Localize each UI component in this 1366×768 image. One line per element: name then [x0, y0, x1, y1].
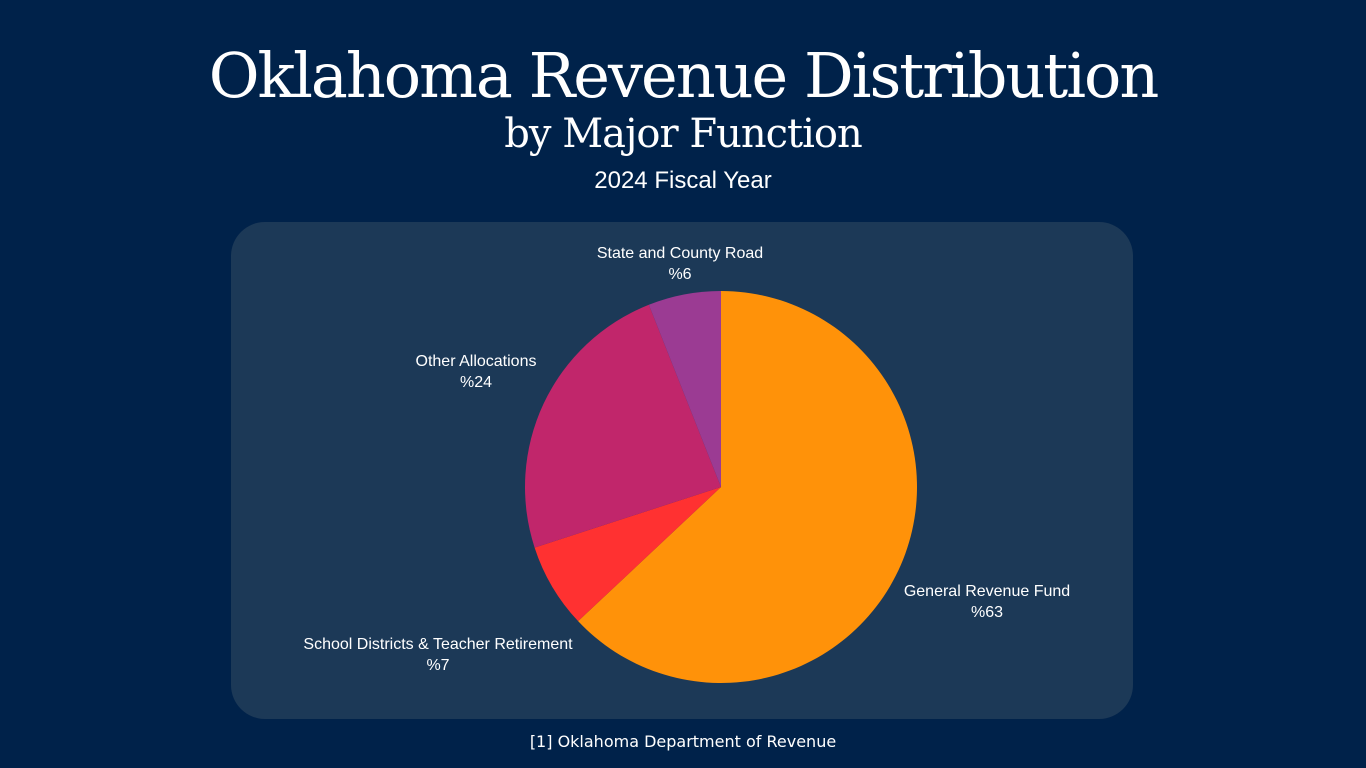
slice-label-value: %7 [426, 657, 450, 674]
slice-label-general-revenue-fund: General Revenue Fund %63 [892, 581, 1082, 623]
slice-label-name: Other Allocations [415, 353, 537, 370]
slice-label-state-county-road: State and County Road %6 [590, 243, 770, 285]
slice-label-name: General Revenue Fund [903, 583, 1071, 600]
slice-label-value: %6 [668, 266, 692, 283]
slice-label-value: %63 [970, 604, 1004, 621]
slice-label-other-allocations: Other Allocations %24 [396, 351, 556, 393]
fiscal-year-label: 2024 Fiscal Year [594, 167, 772, 194]
chart-subtitle: by Major Function [504, 111, 862, 157]
slice-label-name: School Districts & Teacher Retirement [303, 636, 573, 653]
pie-slice-general-revenue-fund [578, 291, 917, 683]
chart-title: Oklahoma Revenue Distribution [208, 39, 1160, 112]
slice-label-name: State and County Road [596, 245, 764, 262]
pie-slice-other-allocations [524, 304, 721, 548]
source-citation: [1] Oklahoma Department of Revenue [529, 732, 837, 751]
slice-label-school-districts: School Districts & Teacher Retirement %7 [284, 634, 592, 676]
pie-slice-school-districts-teacher-retirement [534, 487, 721, 622]
slice-label-value: %24 [459, 374, 493, 391]
pie-slice-state-and-county-road [648, 291, 721, 487]
